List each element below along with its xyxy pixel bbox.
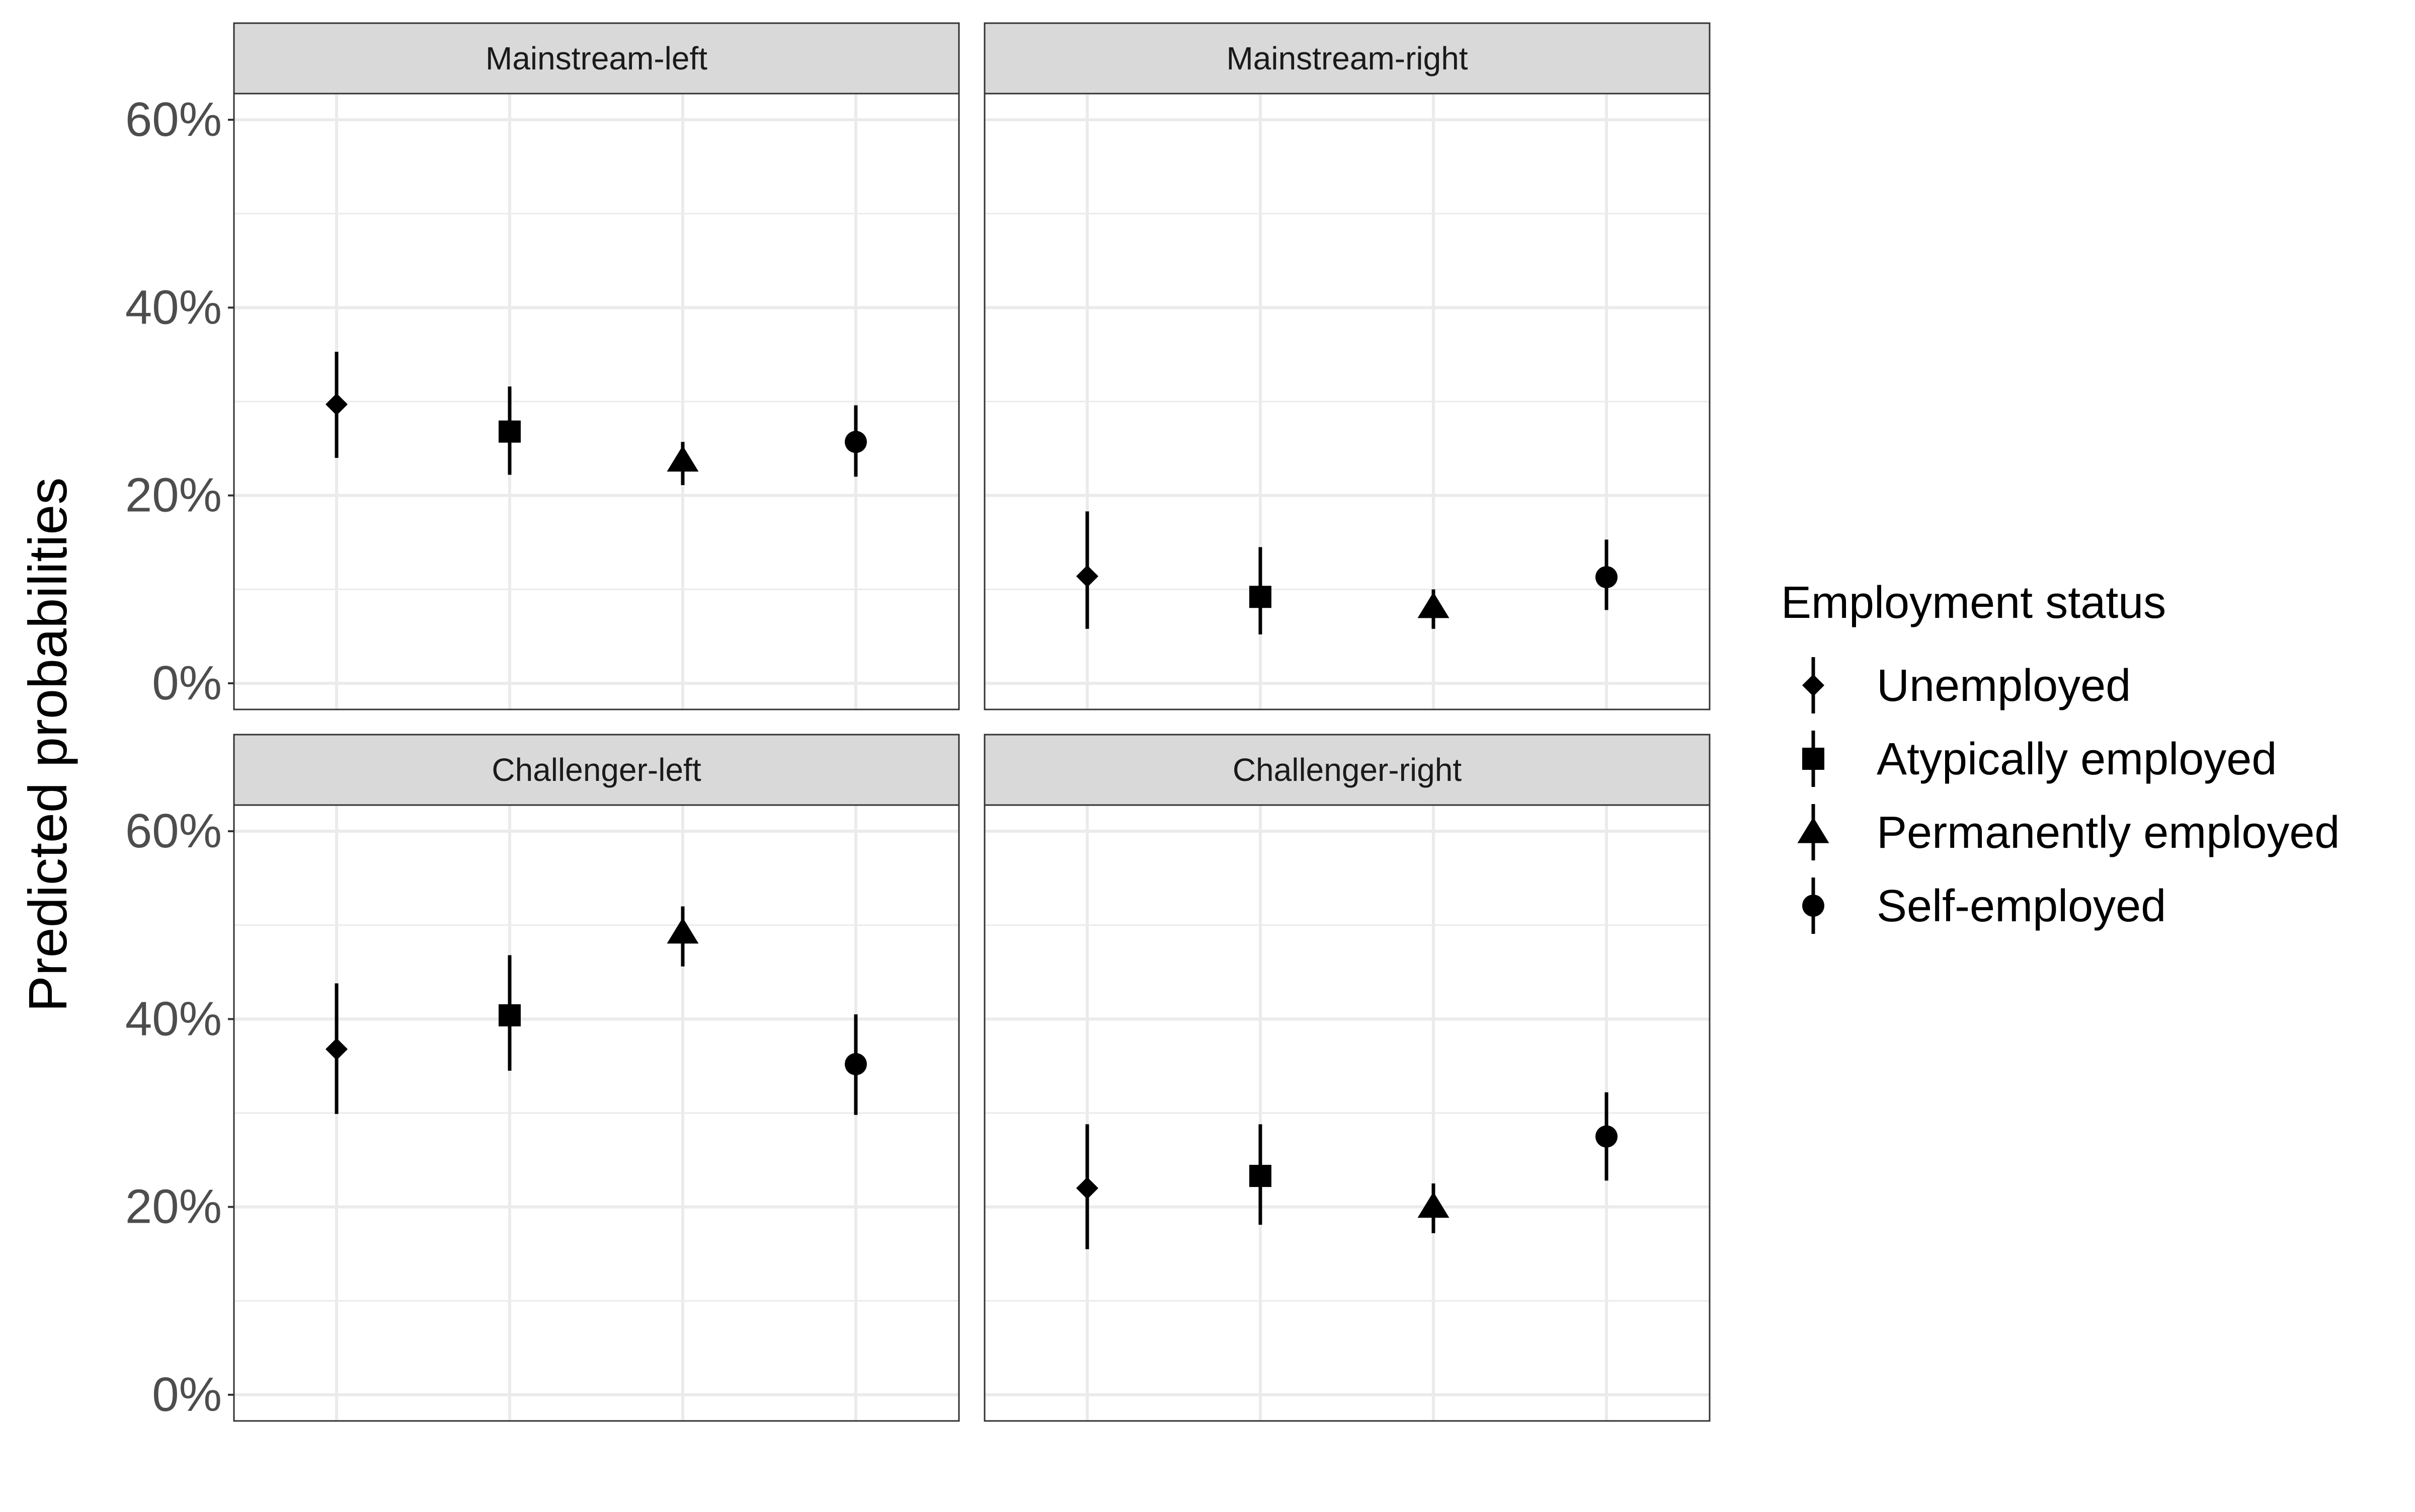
- panel-border: [233, 804, 960, 1422]
- legend-label: Atypically employed: [1877, 734, 2277, 784]
- facet-strip-label: Mainstream-left: [486, 40, 707, 76]
- legend: Employment status Unemployed Atypically em…: [1781, 578, 2340, 934]
- data-point-permanently-employed: [1417, 592, 1450, 618]
- data-point-unemployed: [1076, 1177, 1098, 1200]
- legend-key-diamond: [1802, 674, 1824, 696]
- data-point-atypically-employed: [499, 1004, 521, 1026]
- facet-panel-mainstream-right: Mainstream-right: [984, 22, 1711, 710]
- legend-item-unemployed: Unemployed: [1802, 657, 2131, 713]
- facet-strip-bg: [984, 22, 1711, 95]
- facet-strip-label: Challenger-left: [492, 752, 701, 788]
- data-point-self-employed: [1595, 566, 1618, 589]
- data-point-permanently-employed: [1417, 1191, 1450, 1218]
- data-point-self-employed: [845, 1053, 867, 1075]
- facet-strip-label: Challenger-right: [1233, 752, 1462, 788]
- y-tick-label: 0%: [152, 1368, 222, 1421]
- data-point-atypically-employed: [499, 420, 521, 443]
- legend-label: Self-employed: [1877, 881, 2166, 931]
- facet-panel-challenger-left: Challenger-left 0% 20% 40% 60%: [125, 734, 960, 1422]
- data-point-unemployed: [1076, 565, 1098, 588]
- facet-strip-bg: [984, 734, 1711, 806]
- facet-panel-challenger-right: Challenger-right: [984, 734, 1711, 1422]
- data-point-atypically-employed: [1249, 1165, 1271, 1187]
- facet-strip-label: Mainstream-right: [1226, 40, 1468, 76]
- data-point-unemployed: [326, 1038, 348, 1061]
- data-point-self-employed: [845, 431, 867, 453]
- y-tick-label: 0%: [152, 656, 222, 710]
- legend-label: Unemployed: [1877, 661, 2131, 711]
- facet-strip-bg: [233, 734, 960, 806]
- legend-item-permanently-employed: Permanently employed: [1797, 804, 2340, 860]
- legend-key-square: [1802, 748, 1824, 770]
- y-tick-label: 20%: [125, 468, 222, 522]
- legend-item-atypically-employed: Atypically employed: [1802, 731, 2277, 787]
- legend-key-triangle: [1797, 817, 1829, 843]
- y-tick-label: 40%: [125, 280, 222, 334]
- data-point-permanently-employed: [667, 445, 699, 472]
- y-tick-label: 20%: [125, 1180, 222, 1234]
- y-tick-label: 60%: [125, 804, 222, 858]
- data-point-self-employed: [1595, 1125, 1618, 1148]
- legend-label: Permanently employed: [1877, 808, 2340, 858]
- data-point-permanently-employed: [667, 917, 699, 944]
- panel-border: [233, 93, 960, 710]
- facet-panel-mainstream-left: Mainstream-left 0% 20% 40% 60%: [125, 22, 960, 710]
- y-tick-label: 60%: [125, 93, 222, 146]
- y-axis-title: Predicted probabilities: [17, 478, 78, 1012]
- data-point-unemployed: [326, 393, 348, 416]
- y-tick-label: 40%: [125, 992, 222, 1046]
- data-point-atypically-employed: [1249, 586, 1271, 608]
- panel-border: [984, 804, 1711, 1422]
- legend-title: Employment status: [1781, 578, 2166, 628]
- legend-key-circle: [1802, 895, 1824, 917]
- legend-item-self-employed: Self-employed: [1802, 878, 2166, 934]
- panel-border: [984, 93, 1711, 710]
- facet-strip-bg: [233, 22, 960, 95]
